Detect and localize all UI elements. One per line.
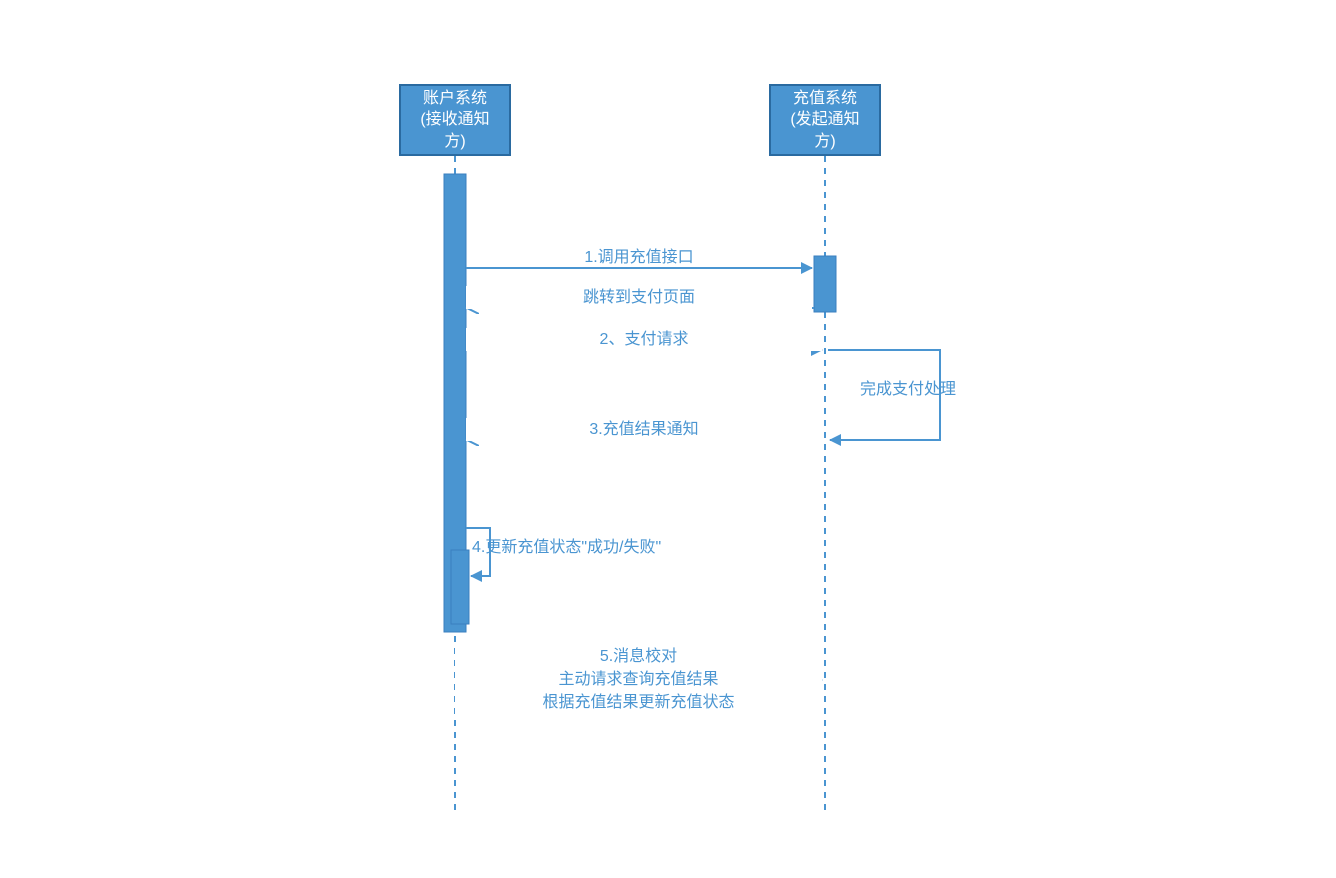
- msg-3-label: 2、支付请求: [466, 328, 822, 351]
- participant-left-line1: 账户系统: [420, 88, 489, 110]
- msg-2-label: 跳转到支付页面: [466, 286, 812, 309]
- activation-right: [814, 256, 836, 312]
- participant-left: 账户系统 (接收通知 方): [399, 84, 511, 156]
- participant-right: 充值系统 (发起通知 方): [769, 84, 881, 156]
- participant-right-line2: (发起通知: [790, 109, 859, 131]
- self-right-label: 完成支付处理: [860, 378, 1020, 401]
- self-left-label: 4.更新充值状态"成功/失败": [472, 536, 732, 559]
- participant-left-line3: 方): [420, 131, 489, 153]
- activation-left-nested: [451, 550, 469, 624]
- sequence-diagram: 账户系统 (接收通知 方) 充值系统 (发起通知 方) 1.调用充值接口 跳转到…: [0, 0, 1336, 878]
- msg-5-label: 5.消息校对 主动请求查询充值结果 根据充值结果更新充值状态: [455, 645, 822, 715]
- participant-left-line2: (接收通知: [420, 109, 489, 131]
- participant-right-line3: 方): [790, 131, 859, 153]
- participant-right-line1: 充值系统: [790, 88, 859, 110]
- msg-4-label: 3.充值结果通知: [466, 418, 822, 441]
- msg-1-label: 1.调用充值接口: [466, 246, 812, 269]
